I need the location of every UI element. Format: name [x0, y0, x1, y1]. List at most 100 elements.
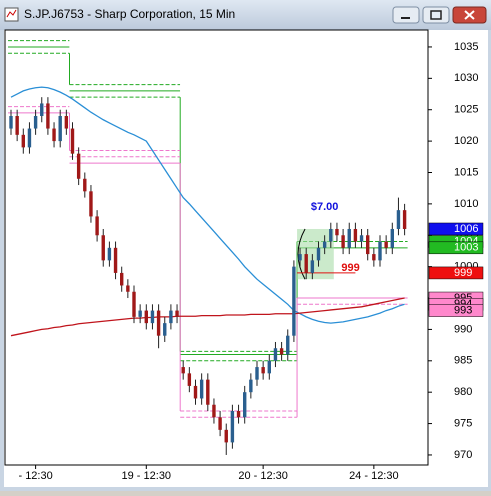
candle-body: [402, 210, 407, 229]
maximize-glyph: [430, 10, 442, 20]
candle-body: [255, 367, 259, 380]
stop-label: 999: [341, 262, 359, 274]
price-label: 1006: [454, 223, 478, 235]
candle-body: [378, 241, 382, 261]
candle-body: [101, 235, 105, 261]
candle-body: [181, 367, 185, 374]
candle-body: [95, 216, 99, 236]
candle-body: [273, 348, 278, 361]
candle-body: [15, 115, 19, 135]
candle-body: [206, 379, 210, 405]
candle-body: [353, 228, 358, 242]
y-tick-label: 980: [454, 386, 472, 398]
candle-body: [243, 392, 247, 418]
x-tick-label: 20 - 12:30: [238, 470, 288, 482]
close-glyph: [464, 10, 475, 20]
candle-body: [316, 247, 321, 261]
candle-body: [156, 310, 161, 336]
candle-body: [163, 323, 167, 336]
trade-zone: [297, 228, 334, 280]
y-tick-label: 975: [454, 417, 472, 429]
moving-average: [10, 86, 405, 324]
price-label-box: [428, 241, 484, 255]
candle-body: [144, 310, 148, 324]
app-icon-glyph: [6, 9, 17, 18]
moving-average: [10, 297, 405, 337]
price-label-box: [428, 304, 484, 317]
candle-body: [113, 247, 118, 273]
trade-label: $7.00: [311, 201, 339, 213]
candle-body: [359, 235, 364, 242]
y-tick-label: 990: [454, 323, 472, 335]
candle-body: [396, 210, 401, 229]
candle-body: [138, 310, 142, 317]
candle-body: [76, 153, 81, 179]
y-tick-label: 1010: [454, 198, 478, 210]
candle-body: [70, 128, 75, 154]
y-tick-label: 970: [454, 449, 472, 461]
price-label: 1003: [454, 242, 478, 254]
minimize-button[interactable]: [392, 6, 420, 24]
candle-body: [224, 429, 228, 443]
candle-body: [120, 272, 124, 286]
price-label-box: [428, 222, 484, 236]
x-tick-label: 19 - 12:30: [122, 470, 172, 482]
candle-body: [212, 404, 216, 418]
y-tick-label: 1035: [454, 41, 478, 53]
candle-body: [249, 379, 253, 393]
x-tick-label: - 12:30: [18, 470, 52, 482]
window-title: S.JP.J6753 - Sharp Corporation, 15 Min: [24, 7, 235, 21]
candle-body: [292, 266, 296, 336]
window-buttons: [392, 6, 487, 24]
candle-body: [193, 385, 198, 399]
candle-body: [236, 411, 241, 418]
candle-body: [329, 228, 333, 242]
price-label-box: [428, 266, 484, 280]
candle-body: [347, 228, 351, 248]
candle-body: [107, 247, 112, 261]
candle-body: [279, 348, 284, 355]
x-tick-label: 24 - 12:30: [349, 470, 399, 482]
candle-body: [150, 310, 155, 324]
y-tick-label: 1020: [454, 135, 478, 147]
app-icon: [4, 7, 19, 22]
price-label: 993: [454, 304, 472, 316]
candle-body: [310, 260, 315, 273]
plot-layer: 9709759809859909951000100510101015102010…: [8, 40, 484, 482]
candle-body: [390, 228, 394, 248]
candle-body: [83, 178, 87, 192]
candle-body: [64, 115, 69, 129]
candle-body: [126, 285, 130, 292]
candle-body: [169, 310, 173, 324]
candle-body: [58, 115, 62, 142]
maximize-button[interactable]: [422, 6, 450, 24]
candle-body: [384, 241, 388, 248]
candle-body: [304, 254, 308, 273]
candle-body: [187, 373, 192, 386]
candle-body: [199, 379, 204, 399]
candle-body: [46, 103, 50, 129]
candle-body: [175, 310, 179, 317]
candle-body: [21, 134, 25, 148]
candle-body: [230, 411, 235, 443]
price-label: 999: [454, 267, 472, 279]
y-tick-label: 985: [454, 355, 472, 367]
trade-arc: [297, 228, 306, 280]
y-tick-label: 1030: [454, 72, 478, 84]
candle-body: [261, 367, 265, 374]
candle-body: [341, 235, 345, 248]
candle-body: [366, 235, 370, 255]
candle-body: [27, 128, 32, 148]
y-tick-label: 1025: [454, 104, 478, 116]
candle-body: [372, 254, 376, 261]
candle-body: [33, 115, 38, 129]
y-tick-label: 1015: [454, 166, 478, 178]
candle-body: [286, 335, 290, 355]
candle-body: [89, 191, 93, 217]
candle-body: [132, 291, 136, 317]
candle-body: [218, 417, 222, 430]
candle-body: [322, 241, 327, 248]
candle-body: [52, 128, 56, 142]
